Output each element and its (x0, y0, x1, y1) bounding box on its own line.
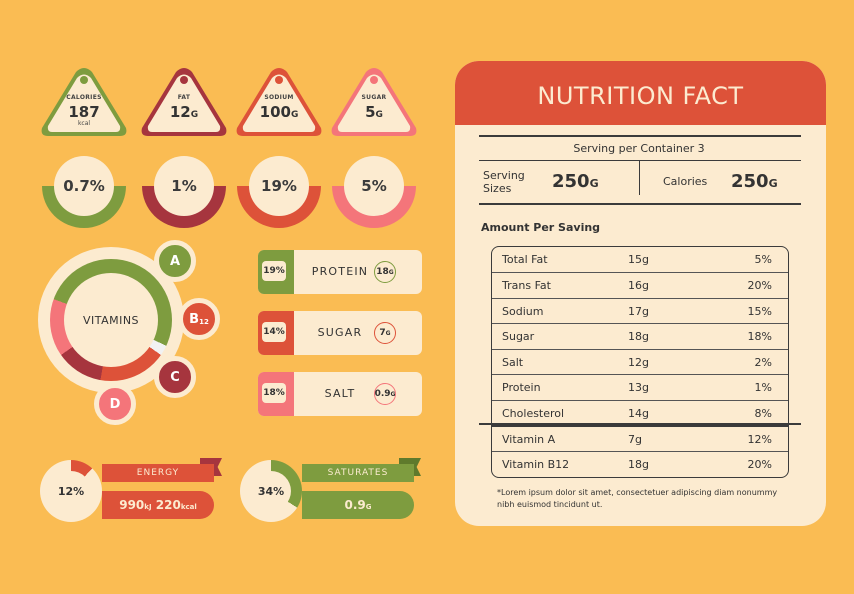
footnote: *Lorem ipsum dolor sit amet, consectetue… (497, 488, 778, 509)
table-row-vitamin: Vitamin A 7g 12% (492, 425, 788, 452)
vitamin-badge-a: A (154, 240, 196, 282)
macro-percent: 14% (262, 322, 286, 342)
table-row: Salt 12g 2% (492, 349, 788, 375)
tag-triangle-inner (242, 74, 316, 132)
tag-hole (180, 76, 188, 84)
divider (639, 161, 640, 195)
tag-sugar: SUGAR 5G 5% (330, 66, 418, 228)
divider (479, 423, 801, 425)
vitamin-badge-d: D (94, 383, 136, 425)
energy-value-bar: 990kJ 220kcal (102, 491, 214, 519)
nutrient-table: Total Fat 15g 5% Trans Fat 16g 20% Sodium 17g… (491, 246, 789, 478)
tag-unit: kcal (77, 120, 91, 127)
macro-name: SUGAR (317, 326, 363, 339)
tag-calories: CALORIES 187 kcal 0.7% (40, 66, 128, 228)
tag-triangle-inner (47, 74, 121, 132)
tag-triangle (236, 68, 322, 136)
macro-value: 0.9 G (374, 383, 396, 405)
energy-kcal: 220 (155, 498, 181, 512)
tag-triangle (331, 68, 417, 136)
table-row: Total Fat 15g 5% (502, 253, 772, 266)
tag-hole (275, 76, 283, 84)
divider (479, 203, 801, 205)
vitamin-badge-c: C (154, 356, 196, 398)
macro-percent: 19% (262, 261, 286, 281)
vitamin-letter: D (109, 396, 121, 412)
table-row: Protein 13g 1% (492, 374, 788, 400)
energy-percent: 12% (51, 471, 91, 511)
macro-protein: 19% PROTEIN 18 G (258, 250, 422, 294)
tag-percent: 1% (154, 156, 214, 216)
tag-percent: 5% (344, 156, 404, 216)
saturates-value: 0.9 (344, 498, 366, 512)
macro-name: PROTEIN (311, 265, 369, 278)
serving-per-container: Serving per Container 3 (573, 142, 705, 155)
tag-triangle (41, 68, 127, 136)
tag-fat: FAT 12G 1% (140, 66, 228, 228)
saturates-gauge: 34% (240, 460, 302, 522)
table-row: Cholesterol 14g 8% (492, 400, 788, 426)
vitamin-subscript: 12 (199, 318, 209, 326)
card-title: NUTRITION FACT (455, 61, 826, 125)
energy-gauge: 12% (40, 460, 102, 522)
tag-value: 187 (68, 103, 100, 121)
divider (479, 135, 801, 137)
tag-sodium: SODIUM 100G 19% (235, 66, 323, 228)
calories-value: 250G (731, 171, 778, 192)
macro-percent: 18% (262, 383, 286, 403)
tag-triangle-inner (337, 74, 411, 132)
serving-size-label: Serving Sizes (483, 169, 525, 195)
energy-label: ENERGY (102, 464, 214, 482)
tag-hole (80, 76, 88, 84)
tag-value: 5G (365, 103, 383, 121)
table-row: Trans Fat 16g 20% (492, 272, 788, 298)
macro-salt: 18% SALT 0.9 G (258, 372, 422, 416)
tag-label: SODIUM (264, 94, 294, 101)
tag-hole (370, 76, 378, 84)
saturates-percent: 34% (251, 471, 291, 511)
vitamin-letter: A (169, 253, 181, 269)
saturates-label: SATURATES (302, 464, 414, 482)
divider (479, 160, 801, 161)
table-row-vitamin: Vitamin B12 18g 20% (492, 451, 788, 477)
amount-per-saving: Amount Per Saving (481, 221, 601, 234)
tag-label: FAT (177, 94, 191, 101)
nutrition-fact-card: NUTRITION FACT Serving per Container 3 S… (455, 61, 826, 526)
tag-triangle-inner (147, 74, 221, 132)
tag-label: CALORIES (66, 94, 102, 101)
table-row: Sodium 17g 15% (492, 298, 788, 324)
calories-label: Calories (663, 175, 708, 188)
vitamin-letter: C (170, 369, 180, 385)
tag-value: 12G (169, 103, 199, 121)
macro-value: 18 G (374, 261, 396, 283)
tag-percent: 0.7% (54, 156, 114, 216)
tag-triangle (141, 68, 227, 136)
vitamins-title: VITAMINS (64, 273, 158, 367)
tag-percent: 19% (249, 156, 309, 216)
serving-size-value: 250G (552, 171, 599, 192)
vitamin-letter: B (189, 311, 200, 327)
saturates-value-bar: 0.9G (302, 491, 414, 519)
tag-label: SUGAR (361, 94, 387, 101)
energy-kj: 990 (119, 498, 145, 512)
macro-name: SALT (324, 387, 356, 400)
vitamin-badge-b12: B 12 (178, 298, 220, 340)
tag-value: 100G (259, 103, 299, 121)
table-row: Sugar 18g 18% (492, 323, 788, 349)
